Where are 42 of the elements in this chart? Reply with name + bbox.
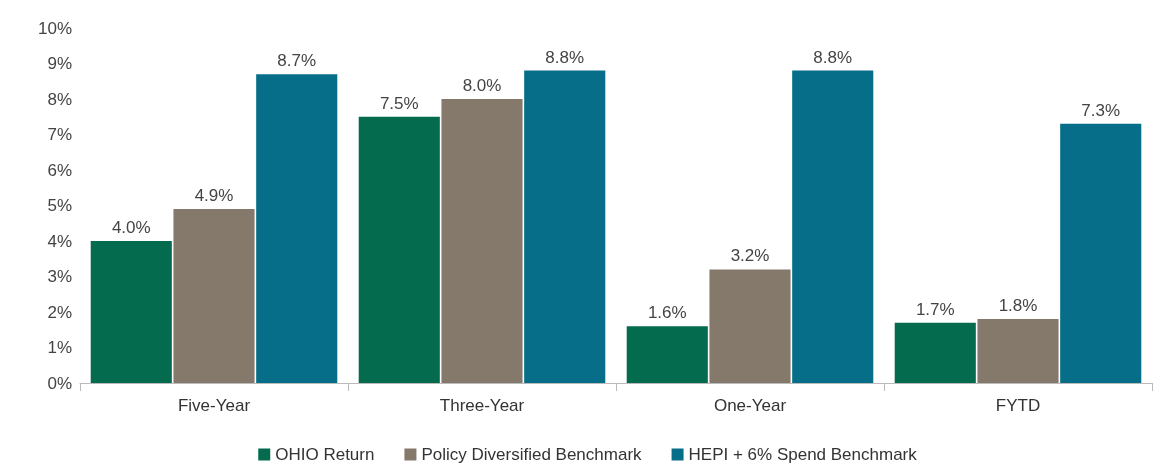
y-tick-label: 9%	[47, 54, 72, 73]
y-tick-label: 7%	[47, 125, 72, 144]
text: 8.8%	[813, 47, 853, 67]
y-tick-label: 0%	[47, 373, 72, 393]
legend-label: Policy Diversified Benchmark	[421, 445, 643, 464]
y-tick-label: 4%	[47, 231, 72, 251]
y-tick-label: 3%	[47, 267, 72, 286]
bar	[441, 99, 523, 383]
text: 1.7%	[915, 299, 955, 319]
bar	[792, 70, 874, 383]
bar	[1060, 123, 1142, 383]
y-tick-label: 1%	[47, 338, 72, 357]
text: 1.6%	[647, 303, 687, 323]
x-tick-label: FYTD	[995, 396, 1041, 415]
bar	[709, 269, 791, 383]
bar	[256, 74, 338, 383]
x-tick-label: One-Year	[713, 396, 787, 415]
y-tick-label: 2%	[47, 302, 72, 322]
text: 8.8%	[545, 47, 585, 67]
bar	[977, 319, 1059, 383]
text: 4.9%	[194, 186, 234, 206]
bar	[90, 241, 172, 383]
bar	[358, 116, 440, 383]
text: 1.8%	[998, 296, 1038, 316]
text: 4.0%	[111, 218, 151, 237]
text: 7.3%	[1081, 100, 1121, 120]
legend-label: HEPI + 6% Spend Benchmark	[688, 445, 918, 464]
text: 3.2%	[730, 246, 770, 266]
bar	[524, 70, 606, 383]
legend-label: OHIO Return	[275, 445, 375, 464]
text: 8.0%	[462, 76, 502, 95]
text: 8.7%	[277, 51, 317, 71]
bar	[173, 209, 255, 383]
y-tick-label: 8%	[47, 89, 72, 109]
x-tick-label: Five-Year	[177, 396, 251, 415]
y-tick-label: 6%	[47, 160, 72, 180]
x-tick-label: Three-Year	[439, 396, 525, 415]
y-tick-label: 10%	[37, 18, 72, 38]
bar	[894, 322, 976, 383]
text: 7.5%	[379, 93, 419, 113]
y-tick-label: 5%	[47, 196, 72, 215]
bar	[626, 326, 708, 383]
